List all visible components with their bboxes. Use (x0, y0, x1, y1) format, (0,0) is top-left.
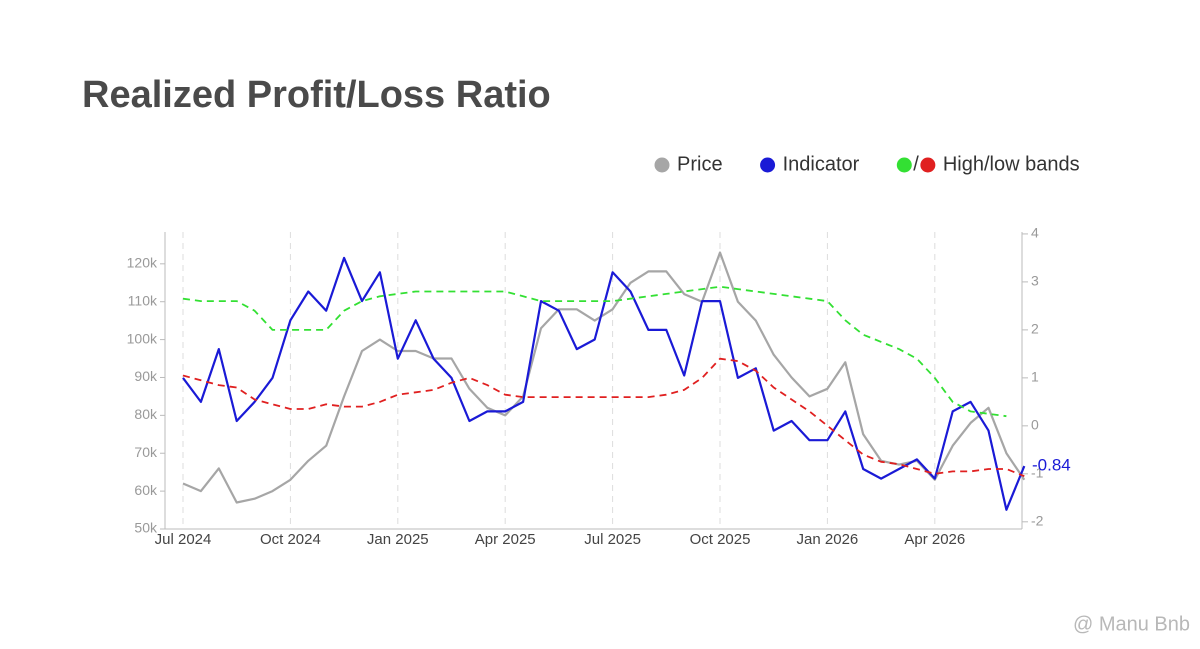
y-tick-label: 120k (127, 255, 158, 271)
legend-label: Price (677, 153, 723, 175)
legend-marker (896, 157, 912, 173)
y-tick-label: 80k (134, 406, 158, 422)
series-line (182, 256, 1026, 511)
legend-marker (654, 157, 670, 173)
x-tick-label: Apr 2026 (904, 531, 965, 548)
legend-marker (760, 157, 776, 173)
x-tick-label: Jan 2025 (367, 531, 429, 548)
legend-label: High/low bands (943, 153, 1080, 175)
y2-tick-label: 2 (1031, 321, 1039, 337)
x-tick-label: Oct 2025 (690, 531, 751, 548)
x-tick-label: Jan 2026 (797, 531, 859, 548)
y-tick-label: 110k (128, 292, 158, 308)
y2-tick-label: 1 (1031, 369, 1039, 385)
y-tick-label: 100k (127, 330, 158, 346)
y-tick-label: 50k (134, 520, 158, 536)
y2-tick-label: -1 (1031, 465, 1044, 481)
legend-label: Indicator (783, 153, 860, 175)
y2-tick-label: -2 (1031, 513, 1044, 529)
x-tick-label: Jul 2025 (584, 531, 641, 548)
y2-tick-label: 0 (1031, 417, 1039, 433)
watermark: @ Manu Bnb (1073, 613, 1190, 635)
series-line (182, 251, 1026, 504)
value-annotation: -0.84 (1032, 456, 1071, 475)
series-line (182, 285, 1007, 418)
y-tick-label: 90k (134, 368, 158, 384)
legend-marker (920, 157, 936, 173)
y-tick-label: 70k (134, 444, 158, 460)
series-line (182, 357, 1025, 478)
x-tick-label: Oct 2024 (260, 531, 321, 548)
y2-tick-label: 4 (1031, 225, 1039, 241)
legend-separator: / (913, 153, 919, 175)
x-tick-label: Jul 2024 (155, 531, 212, 548)
x-tick-label: Apr 2025 (475, 531, 536, 548)
chart-title: Realized Profit/Loss Ratio (82, 74, 551, 116)
y-tick-label: 60k (134, 482, 158, 498)
y2-tick-label: 3 (1031, 273, 1039, 289)
